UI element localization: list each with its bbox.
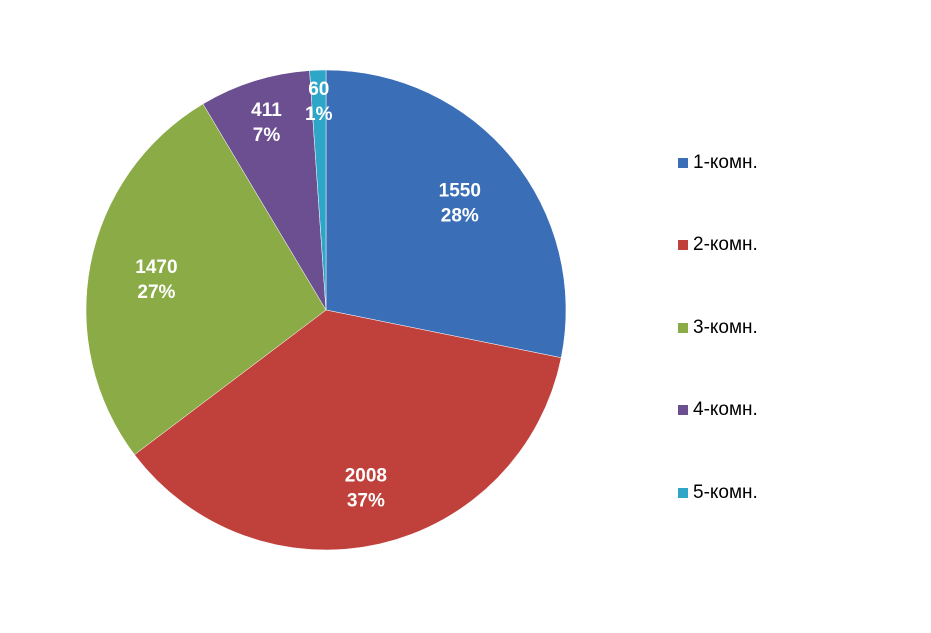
slice-value-label-3: 1470 [135,257,177,278]
legend-swatch-5 [678,488,688,498]
legend-item-5: 5-комн. [678,482,758,504]
slice-percent-label-3: 27% [137,282,175,303]
slice-value-label-1: 1550 [439,181,481,202]
legend-item-1: 1-комн. [678,152,758,174]
slice-value-label-5: 60 [308,79,329,100]
pie-slice-4 [202,70,327,311]
legend-swatch-1 [678,158,688,168]
pie-slice-2 [134,309,562,551]
legend-item-4: 4-комн. [678,399,758,421]
pie-slice-5 [309,69,327,311]
pie-slice-1 [325,69,567,359]
legend-swatch-3 [678,323,688,333]
pie-slice-3 [85,103,327,456]
legend-label-3: 3-комн. [693,317,758,338]
slice-percent-label-4: 7% [253,125,281,146]
slice-value-label-2: 2008 [345,466,387,487]
legend-label-4: 4-комн. [693,399,758,420]
legend-swatch-4 [678,405,688,415]
slice-value-label-4: 411 [251,100,282,121]
legend-swatch-2 [678,240,688,250]
legend-label-2: 2-комн. [693,234,758,255]
slice-percent-label-5: 1% [305,104,333,125]
legend-item-3: 3-комн. [678,317,758,339]
legend-item-2: 2-комн. [678,234,758,256]
slice-percent-label-1: 28% [441,206,479,227]
legend-label-1: 1-комн. [693,152,758,173]
slice-percent-label-2: 37% [347,491,385,512]
legend-label-5: 5-комн. [693,482,758,503]
